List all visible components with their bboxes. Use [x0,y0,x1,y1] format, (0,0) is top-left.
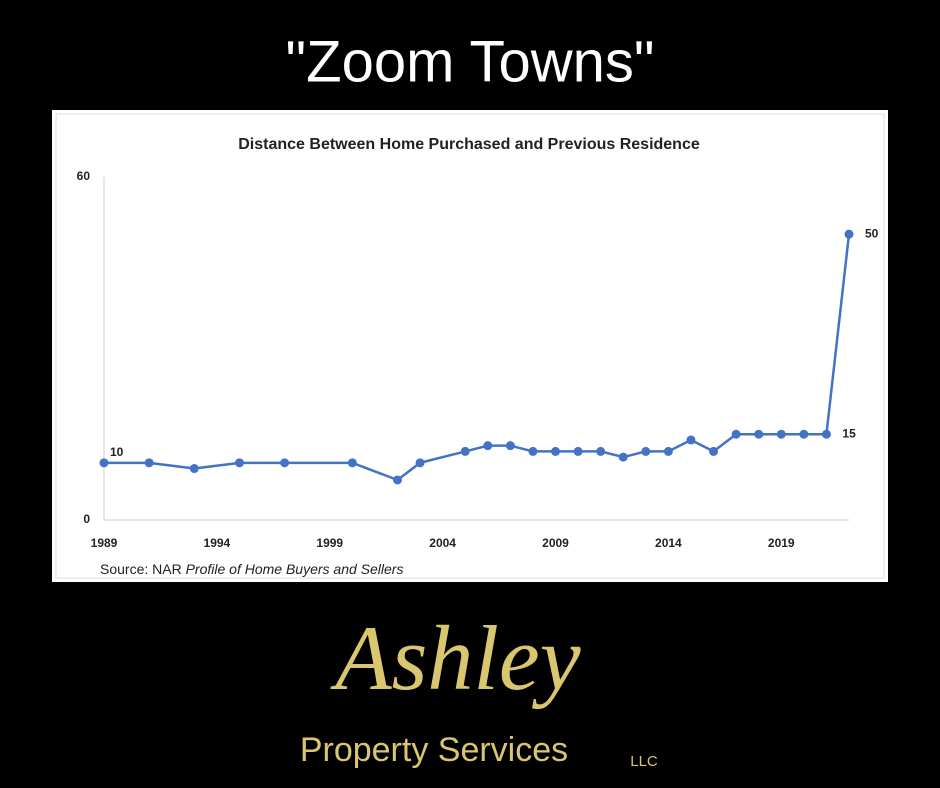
chart-frame [55,113,885,579]
x-tick-label: 2004 [429,536,456,550]
data-label: 50 [865,226,879,240]
data-point [483,441,493,451]
data-point [573,446,583,456]
data-point [528,446,538,456]
chart-title: Distance Between Home Purchased and Prev… [238,136,700,153]
data-label: 10 [110,445,124,459]
x-tick-label: 2014 [655,536,682,550]
data-point [460,446,470,456]
data-point [754,429,764,439]
heading: "Zoom Towns" [286,29,655,94]
data-point [347,458,357,468]
source: Source: NAR Profile of Home Buyers and S… [100,561,403,577]
data-point [99,458,109,468]
data-label: 15 [842,426,856,440]
data-point [663,446,673,456]
x-tick-label: 2019 [768,536,795,550]
data-point [392,475,402,485]
data-point [686,435,696,445]
x-tick-label: 1994 [204,536,231,550]
x-tick-label: 2009 [542,536,569,550]
data-point [709,446,719,456]
data-point [641,446,651,456]
data-point [505,441,515,451]
data-point [844,229,854,239]
data-point [776,429,786,439]
data-point [234,458,244,468]
data-point [799,429,809,439]
data-point [144,458,154,468]
x-tick-label: 1999 [316,536,343,550]
data-point [189,464,199,474]
logo-suffix: LLC [630,753,658,770]
data-point [415,458,425,468]
logo-name: Property Services [300,731,568,769]
data-point [618,452,628,462]
data-point [731,429,741,439]
x-tick-label: 1989 [91,536,118,550]
source-title: Profile of Home Buyers and Sellers [186,561,404,577]
data-point [551,446,561,456]
y-tick-label: 60 [77,169,91,183]
data-point [596,446,606,456]
data-point [821,429,831,439]
chart-panel [52,110,888,582]
source-prefix: Source: NAR [100,561,182,577]
y-tick-label: 0 [83,512,90,526]
logo-script: Ashley [329,607,580,709]
data-point [280,458,290,468]
